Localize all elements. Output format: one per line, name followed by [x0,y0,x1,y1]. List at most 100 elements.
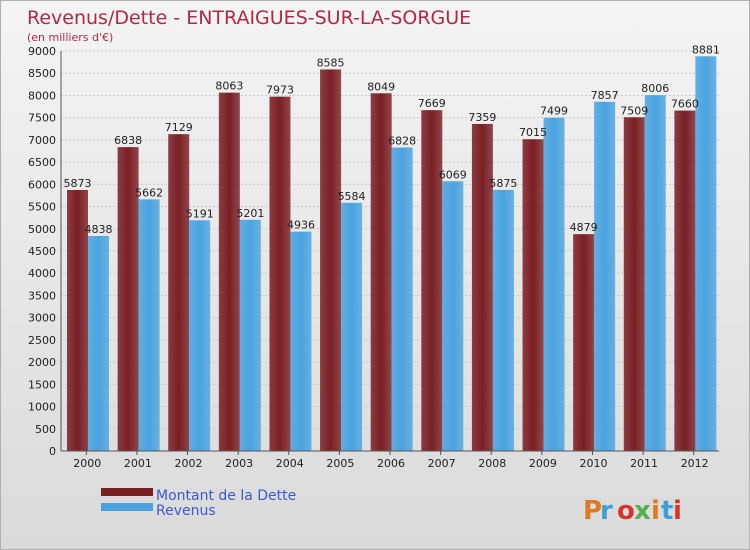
logo-letter: t [661,496,673,526]
x-tick-label: 2005 [326,457,354,470]
data-label: 8049 [367,80,395,93]
logo-letter: x [634,496,651,526]
x-tick-label: 2002 [175,457,203,470]
bar-dette [674,110,696,452]
data-label: 5584 [338,190,366,203]
logo-letter: i [673,496,682,526]
bar-revenus [341,202,363,451]
bar-dette [471,123,493,451]
data-label: 4879 [570,221,598,234]
x-tick-label: 2003 [225,457,253,470]
bar-revenus [88,235,109,451]
bar-dette [573,234,595,451]
logo-letter: r [600,496,613,526]
bar-dette [320,69,342,451]
data-label: 7660 [671,98,699,111]
bar-revenus [594,101,616,452]
x-tick-label: 2000 [73,457,101,470]
y-tick-label: 5000 [28,223,56,236]
bar-revenus [492,189,514,451]
data-label: 6828 [388,135,416,148]
y-tick-label: 4500 [28,245,56,258]
data-label: 4838 [85,223,113,236]
y-tick-label: 9000 [28,45,56,58]
y-tick-label: 1000 [28,401,56,414]
y-tick-label: 6000 [28,178,56,191]
chart-title: Revenus/Dette - ENTRAIGUES-SUR-LA-SORGUE [27,7,471,29]
x-tick-label: 2012 [681,457,709,470]
bar-revenus [695,56,717,452]
y-tick-label: 7000 [28,134,56,147]
bar-dette [370,93,392,452]
axes: 0 500 1000 1500 2000 2500 3000 3500 4000 4500 5000… [28,45,719,470]
x-tick-label: 2009 [529,457,557,470]
data-label: 8006 [641,82,669,95]
y-tick-label: 3000 [28,312,56,325]
x-tick-label: 2007 [428,457,456,470]
data-label: 5191 [186,207,214,220]
data-label: 5873 [64,177,92,190]
bar-dette [117,147,139,452]
x-tick-label: 2008 [478,457,506,470]
legend-swatch [101,488,153,496]
bar-dette [218,92,240,452]
y-tick-label: 0 [49,445,56,458]
y-tick-label: 5500 [28,201,56,214]
bar-revenus [138,199,160,451]
y-tick-label: 8000 [28,89,56,102]
bars [67,56,717,452]
bar-revenus [543,117,565,451]
y-tick-label: 3500 [28,289,56,302]
bar-dette [522,139,544,451]
data-label: 6069 [439,168,467,181]
bar-dette [623,117,645,452]
data-label: 5875 [489,177,517,190]
y-tick-label: 500 [35,423,56,436]
y-tick-label: 1500 [28,378,56,391]
data-label: 7129 [165,121,193,134]
data-label: 4936 [287,219,315,232]
legend-swatch [101,503,153,511]
bar-revenus [189,220,211,451]
data-label: 7359 [468,111,496,124]
y-tick-label: 2000 [28,356,56,369]
data-label: 7973 [266,84,294,97]
logo-letter: o [617,496,635,526]
x-tick-label: 2011 [630,457,658,470]
x-tick-label: 2010 [579,457,607,470]
bar-dette [421,110,443,452]
x-tick-label: 2001 [124,457,152,470]
bar-dette [269,96,291,452]
data-label: 7509 [620,104,648,117]
data-label: 8585 [317,56,345,69]
y-tick-label: 6500 [28,156,56,169]
data-label: 7857 [591,89,619,102]
chart-subtitle: (en milliers d'€) [27,31,113,44]
proxiti-logo: Pr o x i t i [583,496,682,526]
data-label: 5201 [236,207,264,220]
data-label: 7015 [519,126,547,139]
bar-revenus [644,95,666,451]
bar-revenus [442,181,464,451]
data-labels: 5873 4838 6838 5662 7129 5191 8063 5201 7973 4936… [64,43,720,236]
bar-dette [168,134,190,451]
bar-dette [67,189,88,451]
data-label: 7499 [540,105,568,118]
y-tick-label: 8500 [28,67,56,80]
data-label: 8881 [692,43,720,56]
bar-revenus [391,147,413,452]
x-tick-label: 2006 [377,457,405,470]
logo-letter: P [583,496,602,526]
y-tick-label: 4000 [28,267,56,280]
data-label: 8063 [215,80,243,93]
x-tick-label: 2004 [276,457,304,470]
bar-revenus [239,219,261,451]
bar-revenus [290,231,312,451]
data-label: 7669 [418,97,446,110]
y-tick-label: 7500 [28,112,56,125]
data-label: 6838 [114,134,142,147]
y-tick-label: 2500 [28,334,56,347]
